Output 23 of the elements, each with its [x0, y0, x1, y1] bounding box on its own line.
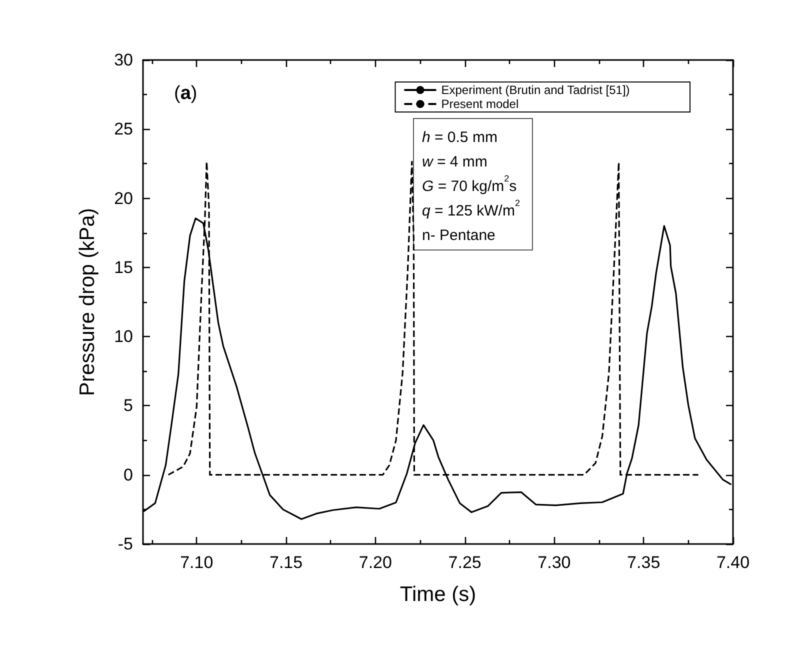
- annotation: w = 4 mm: [422, 153, 488, 170]
- y-tick-label: -5: [118, 534, 133, 554]
- x-tick-label: 7.10: [180, 553, 214, 572]
- annotation: (a): [174, 83, 198, 104]
- y-tick-label: 25: [114, 120, 133, 139]
- x-tick-label: 7.30: [538, 553, 571, 572]
- x-tick-label: 7.35: [627, 553, 660, 572]
- y-tick-label: 20: [114, 188, 133, 208]
- annotation: h = 0.5 mm: [422, 128, 498, 146]
- x-tick-label: 7.40: [716, 553, 750, 572]
- legend-label: Experiment (Brutin and Tadrist [51]): [441, 83, 630, 97]
- x-tick-label: 7.15: [269, 553, 303, 572]
- legend-label: Present model: [441, 97, 519, 111]
- y-axis-title: Pressure drop (kPa): [76, 208, 99, 396]
- x-tick-label: 7.25: [448, 553, 482, 572]
- y-tick-label: 30: [114, 50, 133, 70]
- y-tick-label: 15: [114, 258, 133, 277]
- y-tick-label: 0: [124, 465, 133, 484]
- y-tick-label: 5: [124, 396, 133, 416]
- annotation: n- Pentane: [422, 226, 496, 244]
- x-axis-title: Time (s): [400, 583, 476, 606]
- x-tick-label: 7.20: [358, 553, 392, 572]
- y-tick-label: 10: [114, 327, 133, 346]
